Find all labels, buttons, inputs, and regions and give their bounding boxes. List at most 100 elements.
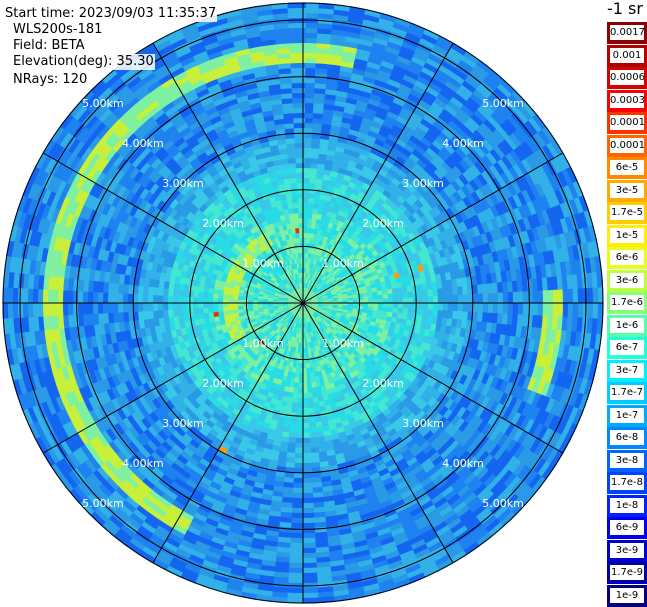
backscatter-cell <box>306 306 311 312</box>
backscatter-cell <box>264 324 271 330</box>
backscatter-cell <box>335 286 341 291</box>
backscatter-cell <box>316 323 321 329</box>
backscatter-cell <box>298 307 301 313</box>
backscatter-cell <box>294 305 300 310</box>
backscatter-cell <box>308 322 311 328</box>
backscatter-cell <box>275 335 282 342</box>
backscatter-cell <box>305 306 310 312</box>
backscatter-cell <box>337 308 344 312</box>
backscatter-cell <box>292 299 299 302</box>
backscatter-cell <box>311 307 318 311</box>
backscatter-cell <box>279 275 285 281</box>
backscatter-cell <box>278 246 284 253</box>
backscatter-cell <box>299 307 302 314</box>
backscatter-cell <box>306 306 312 311</box>
backscatter-cell <box>318 321 324 327</box>
backscatter-cell <box>305 312 307 319</box>
backscatter-cell <box>325 313 331 318</box>
backscatter-cell <box>282 286 288 292</box>
backscatter-cell <box>290 315 295 321</box>
backscatter-cell <box>323 257 329 265</box>
backscatter-cell <box>338 319 345 325</box>
backscatter-cell <box>352 275 359 282</box>
backscatter-cell <box>328 325 335 331</box>
backscatter-cell <box>307 298 313 301</box>
backscatter-cell <box>298 312 301 319</box>
backscatter-cell <box>318 314 324 320</box>
backscatter-cell <box>303 247 307 254</box>
backscatter-cell <box>280 319 286 325</box>
backscatter-cell <box>331 292 338 296</box>
backscatter-cell <box>341 311 348 316</box>
backscatter-cell <box>293 326 297 333</box>
backscatter-cell <box>259 275 266 281</box>
backscatter-cell <box>304 307 307 314</box>
backscatter-cell <box>255 282 263 287</box>
backscatter-cell <box>303 307 305 314</box>
backscatter-cell <box>307 267 311 274</box>
backscatter-cell <box>273 281 279 287</box>
backscatter-cell <box>281 280 287 286</box>
backscatter-cell <box>353 278 360 284</box>
backscatter-cell <box>265 332 272 339</box>
backscatter-cell <box>288 306 294 310</box>
backscatter-cell <box>309 316 313 322</box>
backscatter-cell <box>322 347 329 354</box>
backscatter-cell <box>295 283 299 289</box>
backscatter-cell <box>277 303 284 306</box>
backscatter-cell <box>317 298 324 301</box>
backscatter-cell <box>290 293 296 298</box>
backscatter-cell <box>280 262 286 269</box>
backscatter-cell <box>313 288 319 294</box>
backscatter-cell <box>289 286 294 292</box>
backscatter-cell <box>279 318 285 324</box>
backscatter-cell <box>287 298 294 301</box>
backscatter-cell <box>331 279 338 285</box>
polar-lidar-plot: 1.00km1.00km1.00km1.00km2.00km2.00km2.00… <box>2 2 604 604</box>
backscatter-cell <box>312 298 319 301</box>
backscatter-cell <box>256 269 263 276</box>
backscatter-cell <box>308 283 312 290</box>
backscatter-cell <box>322 283 328 289</box>
backscatter-cell <box>319 288 325 293</box>
backscatter-cell <box>305 282 308 289</box>
backscatter-cell <box>299 292 302 299</box>
backscatter-cell <box>293 311 298 317</box>
backscatter-cell <box>309 372 315 379</box>
backscatter-cell <box>247 307 254 312</box>
backscatter-cell <box>269 288 276 293</box>
backscatter-cell <box>339 317 346 322</box>
backscatter-cell <box>298 257 302 264</box>
backscatter-cell <box>269 343 276 350</box>
backscatter-cell <box>317 278 323 284</box>
backscatter-cell <box>311 336 316 343</box>
backscatter-cell <box>247 274 255 281</box>
backscatter-cell <box>288 269 293 276</box>
backscatter-cell <box>284 265 290 272</box>
backscatter-cell <box>305 362 310 369</box>
backscatter-cell <box>296 288 300 294</box>
backscatter-cell <box>331 336 337 343</box>
backscatter-cell <box>326 309 333 313</box>
backscatter-cell <box>326 334 332 341</box>
backscatter-cell <box>305 277 308 284</box>
backscatter-cell <box>278 325 285 331</box>
backscatter-cell <box>325 290 332 295</box>
backscatter-cell <box>315 290 321 295</box>
backscatter-cell <box>325 312 332 316</box>
backscatter-cell <box>299 317 302 324</box>
backscatter-cell <box>313 313 319 318</box>
backscatter-cell <box>331 263 338 270</box>
backscatter-cell <box>279 310 285 314</box>
backscatter-cell <box>274 280 280 286</box>
backscatter-cell <box>295 311 299 318</box>
backscatter-cell <box>372 295 379 300</box>
backscatter-cell <box>371 287 378 293</box>
backscatter-cell <box>280 256 286 263</box>
backscatter-cell <box>306 296 312 301</box>
backscatter-cell <box>294 327 298 333</box>
backscatter-cell <box>305 287 308 294</box>
backscatter-cell <box>314 289 320 294</box>
backscatter-cell <box>279 342 285 350</box>
backscatter-cell <box>294 296 299 301</box>
